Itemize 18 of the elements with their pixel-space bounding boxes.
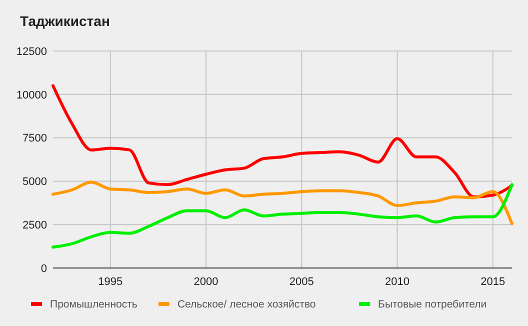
line-series xyxy=(52,84,514,198)
y-tick-label: 2500 xyxy=(22,219,47,232)
x-tick-label: 1995 xyxy=(98,276,123,288)
legend-label: Промышленность xyxy=(50,298,138,311)
legend-label: Сельское/ лесное хозяйство xyxy=(177,298,316,311)
y-tick-label: 5000 xyxy=(22,176,47,188)
line-series xyxy=(52,183,514,249)
chart-title: Таджикистан xyxy=(20,13,110,29)
y-tick-label: 12500 xyxy=(16,46,47,58)
y-tick-label: 0 xyxy=(40,262,47,275)
y-tick-label: 10000 xyxy=(16,89,47,102)
y-tick-label: 7500 xyxy=(22,132,47,145)
line-series xyxy=(52,180,514,226)
x-tick-label: 2010 xyxy=(385,276,410,288)
legend-label: Бытовые потребители xyxy=(378,298,487,311)
x-tick-label: 2015 xyxy=(480,276,506,288)
x-tick-label: 2000 xyxy=(194,276,218,288)
x-tick-label: 2005 xyxy=(289,276,314,288)
